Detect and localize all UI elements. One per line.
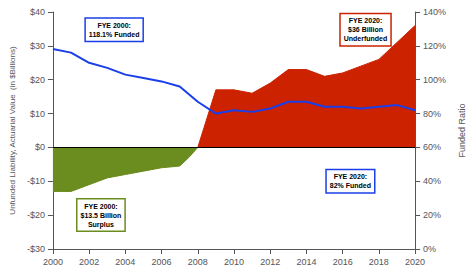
svg-text:-$10: -$10 xyxy=(27,176,45,186)
svg-text:80%: 80% xyxy=(423,109,441,119)
svg-text:Surplus: Surplus xyxy=(88,221,114,229)
svg-text:$40: $40 xyxy=(30,7,45,17)
svg-text:Unfunded Liability, Actuarial: Unfunded Liability, Actuarial Value (in … xyxy=(8,46,17,215)
svg-text:2002: 2002 xyxy=(79,257,99,267)
svg-text:0%: 0% xyxy=(423,244,436,254)
svg-text:FYE 2020:: FYE 2020: xyxy=(349,17,382,24)
svg-text:60%: 60% xyxy=(423,142,441,152)
svg-text:20%: 20% xyxy=(423,210,441,220)
svg-text:2004: 2004 xyxy=(115,257,135,267)
svg-text:$36 Billion: $36 Billion xyxy=(348,26,383,34)
svg-text:2010: 2010 xyxy=(224,257,244,267)
svg-text:2006: 2006 xyxy=(152,257,172,267)
svg-text:2018: 2018 xyxy=(369,257,389,267)
svg-text:$13.5 Billion: $13.5 Billion xyxy=(80,212,121,220)
svg-text:2016: 2016 xyxy=(333,257,353,267)
svg-text:120%: 120% xyxy=(423,41,446,51)
svg-text:-$30: -$30 xyxy=(27,244,45,254)
svg-text:100%: 100% xyxy=(423,75,446,85)
svg-text:$0: $0 xyxy=(35,142,45,152)
svg-text:140%: 140% xyxy=(423,7,446,17)
svg-text:FYE 2000:: FYE 2000: xyxy=(97,22,130,29)
svg-text:$10: $10 xyxy=(30,109,45,119)
svg-text:2014: 2014 xyxy=(296,257,316,267)
svg-text:FYE 2020:: FYE 2020: xyxy=(334,173,367,180)
svg-text:2000: 2000 xyxy=(43,257,63,267)
svg-text:118.1% Funded: 118.1% Funded xyxy=(89,31,140,38)
svg-text:-$20: -$20 xyxy=(27,210,45,220)
svg-text:Funded Ratio: Funded Ratio xyxy=(457,103,467,157)
svg-text:FYE 2000:: FYE 2000: xyxy=(84,203,117,210)
svg-text:$20: $20 xyxy=(30,75,45,85)
svg-text:$30: $30 xyxy=(30,41,45,51)
svg-text:2012: 2012 xyxy=(260,257,280,267)
svg-text:82% Funded: 82% Funded xyxy=(330,182,371,189)
svg-text:Underfunded: Underfunded xyxy=(344,35,388,42)
svg-text:2020: 2020 xyxy=(405,257,425,267)
svg-text:40%: 40% xyxy=(423,176,441,186)
svg-text:2008: 2008 xyxy=(188,257,208,267)
